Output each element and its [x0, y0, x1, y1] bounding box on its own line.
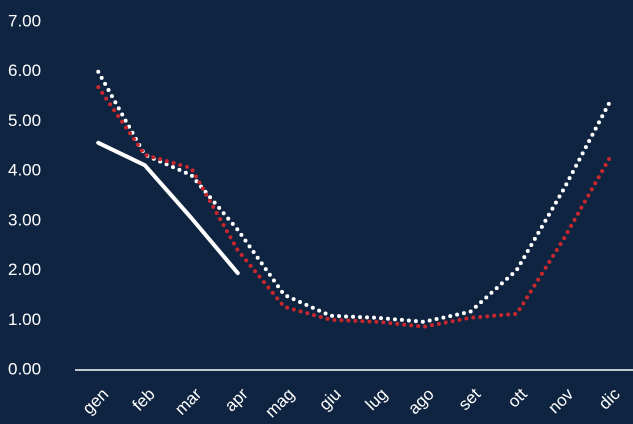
y-tick-label: 7.00 — [8, 11, 41, 30]
y-tick-label: 3.00 — [8, 210, 41, 229]
y-tick-label: 4.00 — [8, 161, 41, 180]
series-line — [96, 140, 240, 276]
y-tick-label: 2.00 — [8, 260, 41, 279]
y-tick-label: 5.00 — [8, 111, 41, 130]
y-tick-label: 0.00 — [8, 359, 41, 378]
y-tick-label: 1.00 — [8, 310, 41, 329]
series-line — [96, 85, 612, 329]
y-tick-label: 6.00 — [8, 61, 41, 80]
series-line — [96, 69, 612, 324]
